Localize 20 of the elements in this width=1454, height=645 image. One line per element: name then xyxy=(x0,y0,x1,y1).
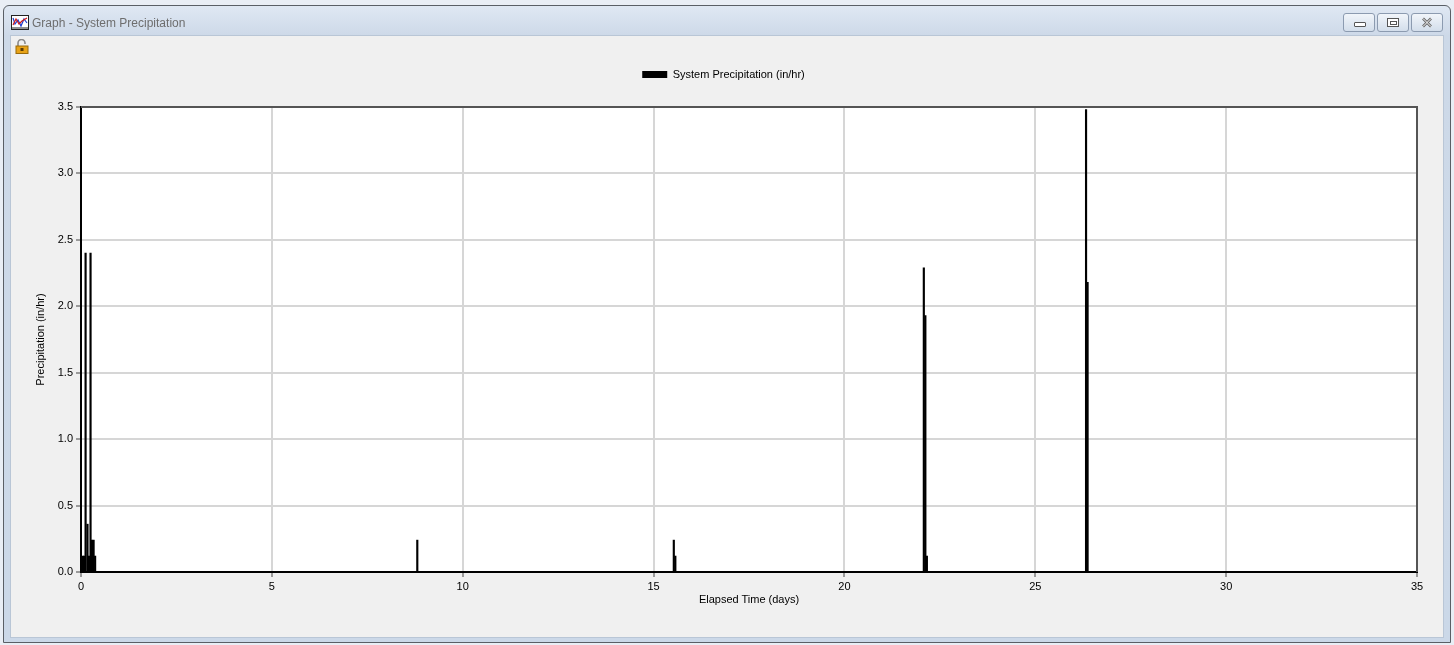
y-axis-title: Precipitation (in/hr) xyxy=(33,293,46,386)
y-tick-label: 3.0 xyxy=(57,166,73,179)
y-tick-label: 3.5 xyxy=(57,100,73,113)
x-tick-label: 25 xyxy=(1029,579,1042,592)
y-tick-label: 0.0 xyxy=(57,565,73,578)
legend-label: System Precipitation (in/hr) xyxy=(672,67,805,80)
x-tick-label: 10 xyxy=(456,579,469,592)
x-tick-label: 35 xyxy=(1410,579,1424,592)
y-tick-label: 0.5 xyxy=(57,498,73,511)
x-tick-label: 5 xyxy=(268,579,275,592)
x-axis-title: Elapsed Time (days) xyxy=(698,593,800,606)
x-tick-label: 30 xyxy=(1220,579,1233,592)
y-tick-label: 2.5 xyxy=(57,232,73,245)
y-tick-label: 1.0 xyxy=(57,432,73,445)
x-tick-label: 20 xyxy=(838,579,851,592)
y-tick-label: 2.0 xyxy=(57,299,73,312)
x-tick-label: 0 xyxy=(77,579,85,592)
y-tick-label: 1.5 xyxy=(57,365,73,378)
x-tick-label: 15 xyxy=(647,579,660,592)
chart-title: Graph - System Precipitation xyxy=(32,15,186,31)
